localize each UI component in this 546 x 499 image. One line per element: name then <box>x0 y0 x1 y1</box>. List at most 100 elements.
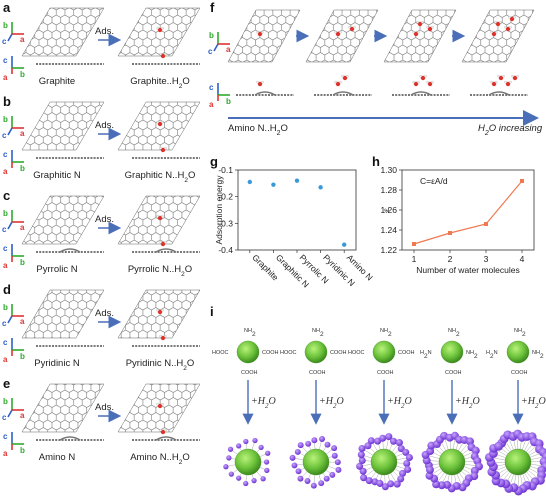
f-water-top <box>256 30 264 37</box>
axes-icon-top: b a c <box>2 21 25 46</box>
hydrogen-atom <box>497 74 500 78</box>
hydrated-nanosphere <box>302 448 330 476</box>
axis-b-label: b <box>20 258 25 267</box>
nh2-label-right: NH2 <box>532 350 544 360</box>
axis-c-label: c <box>209 83 214 92</box>
ads-label: Ads. <box>95 402 114 413</box>
hydrogen-atom <box>334 80 337 84</box>
hydrogen-atom <box>412 30 415 34</box>
hydrogen-atom <box>508 15 511 19</box>
f-water-side <box>256 80 264 87</box>
cooh-bottom-label: COOH <box>309 370 326 376</box>
cooh-bottom-label: COOH <box>241 370 258 376</box>
graphene-sheet <box>305 9 379 63</box>
bond-stick <box>296 463 304 466</box>
hydrogen-atom <box>509 25 512 29</box>
side-before <box>36 436 104 441</box>
green-nanosphere <box>304 340 328 364</box>
water-cluster <box>379 434 387 442</box>
water-cluster <box>243 438 249 445</box>
water-cluster <box>357 451 365 459</box>
cooh-label: COOH <box>398 350 415 356</box>
water-cluster <box>334 459 341 466</box>
plus-h2o-label: +H2O <box>521 396 546 410</box>
bond-stick <box>384 474 386 485</box>
axes-icon-side: c b a <box>3 150 25 176</box>
bond-stick <box>365 469 374 477</box>
nanoparticle-1: NH2 HOOC COOH COOH +H2O <box>212 328 279 487</box>
oxygen-atom <box>498 75 504 81</box>
axis-c-line <box>7 409 13 418</box>
side-after <box>132 248 200 253</box>
axis-a-label: a <box>3 355 8 364</box>
bond-stick <box>232 469 238 474</box>
axis-b-label: b <box>3 397 8 406</box>
axis-a-label: a <box>20 129 25 138</box>
axes-icon-side: c b a <box>3 56 25 82</box>
water-cluster <box>305 440 312 447</box>
graphene-sheet <box>21 383 105 433</box>
hooc-label: HOOC <box>348 350 365 356</box>
water-cluster <box>223 464 229 470</box>
sheet-before <box>21 7 105 57</box>
h-ytick-label: 1.28 <box>380 185 397 195</box>
oxygen-atom <box>157 121 163 127</box>
hydrogen-atom <box>511 74 514 78</box>
hydrogen-atom <box>490 30 493 34</box>
hydrogen-atom <box>353 25 356 29</box>
bond-stick <box>313 474 316 484</box>
nh2-label: NH2 <box>380 328 392 338</box>
bond-stick <box>460 442 469 453</box>
functional-group <box>155 436 177 441</box>
cooh-bottom-label: COOH <box>377 370 394 376</box>
green-nanosphere <box>236 340 260 364</box>
water-cluster <box>297 442 304 449</box>
hydrogen-atom <box>159 334 162 338</box>
hydrogen-atom <box>495 30 498 34</box>
cooh-label: COOH <box>262 350 279 356</box>
bond-stick <box>372 442 378 451</box>
water-side <box>159 146 167 153</box>
water-cluster <box>395 439 403 447</box>
hydrogen-atom <box>490 80 493 84</box>
hydrogen-atom <box>417 30 420 34</box>
graphene-sheet <box>21 195 105 245</box>
bond-stick <box>391 443 399 452</box>
axis-c-label: c <box>2 37 7 46</box>
functional-group <box>410 91 432 96</box>
axis-c-label: c <box>3 244 8 253</box>
g-point <box>294 178 300 183</box>
axis-c-line <box>7 221 13 230</box>
graphene-sheet <box>117 195 201 245</box>
axis-c-label: c <box>3 338 8 347</box>
water-cluster <box>385 433 393 441</box>
nanoparticle-3: NH2 HOOC COOH COOH +H2O <box>348 328 415 491</box>
panel-h-epsilon-chart: h 1.22 1.24 1.26 1.28 1.30 1 2 3 4 C=εA/d ε Number … <box>372 154 535 275</box>
hydrogen-atom <box>159 52 162 56</box>
bond-stick <box>319 440 322 450</box>
graphene-sheet <box>117 7 201 57</box>
water-cluster <box>331 452 338 459</box>
water-cluster <box>389 437 398 445</box>
hydrogen-atom <box>164 52 167 56</box>
axis-b-label: b <box>226 97 231 106</box>
water-top <box>156 402 164 409</box>
axis-b-label: b <box>20 164 25 173</box>
h-point <box>448 231 452 235</box>
water-side <box>159 428 167 435</box>
hydrogen-atom <box>339 80 342 84</box>
axis-a-label: a <box>3 73 8 82</box>
hydrogen-atom <box>499 20 502 24</box>
h-xtick-label: 2 <box>448 254 453 264</box>
axes-icon-side: c b a <box>3 338 25 364</box>
panel-label-c: c <box>3 188 10 203</box>
h-ylabel: ε <box>381 208 391 212</box>
water-cluster <box>376 479 384 487</box>
water-cluster <box>494 441 504 451</box>
water-cluster <box>387 480 395 488</box>
water-cluster <box>358 444 366 453</box>
h-series-line <box>413 180 523 245</box>
water-side <box>159 240 167 247</box>
axis-c-label: c <box>3 432 8 441</box>
